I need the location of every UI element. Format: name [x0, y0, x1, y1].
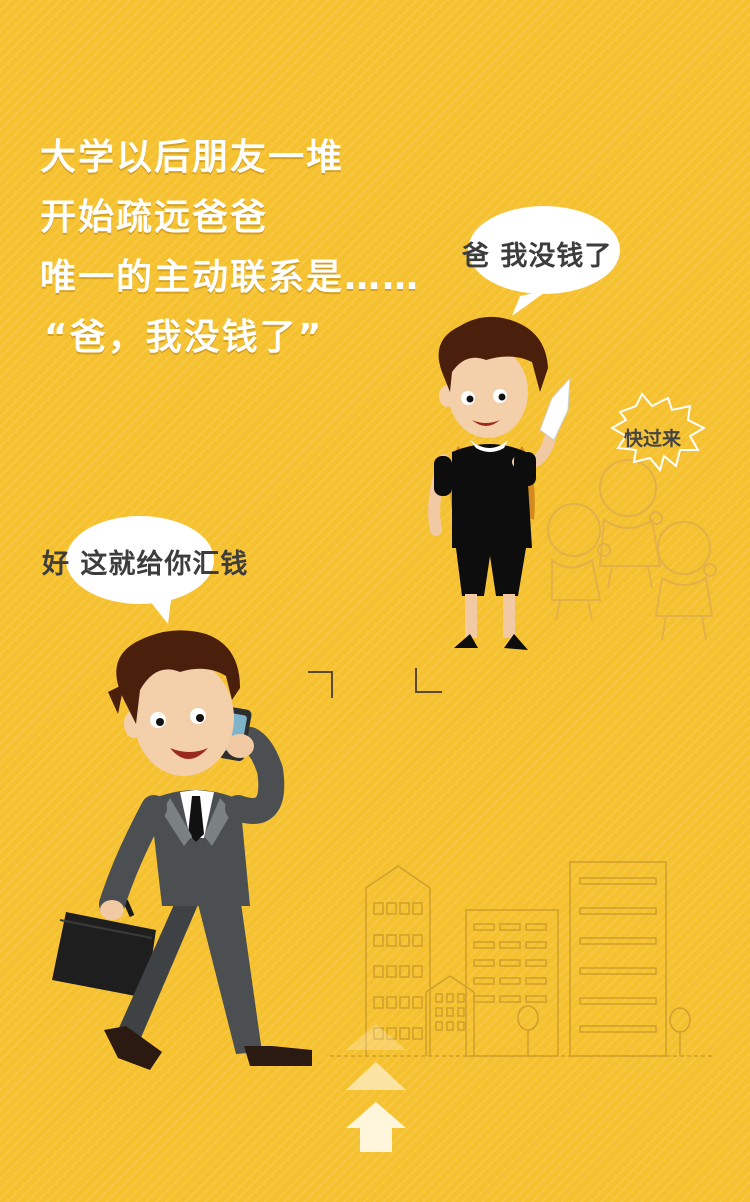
son-speech-text: 爸 我没钱了 — [462, 241, 613, 272]
father-speech-text: 好 这就给你汇钱 — [42, 549, 249, 580]
friends-spiky-bubble — [609, 392, 707, 473]
father-character — [52, 630, 312, 1070]
headline-line-2: 开始疏远爸爸 — [40, 197, 269, 238]
headline-line-3: 唯一的主动联系是…… — [40, 257, 421, 298]
frame-corner-marks — [308, 668, 442, 698]
scroll-up-arrow-icon[interactable] — [346, 1024, 406, 1152]
city-skyline — [330, 861, 712, 1057]
headline: 大学以后朋友一堆 开始疏远爸爸 唯一的主动联系是…… “爸，我没钱了” — [40, 128, 420, 368]
son-speech-bubble — [468, 206, 620, 316]
father-speech-bubble — [66, 516, 214, 624]
headline-line-1: 大学以后朋友一堆 — [40, 137, 345, 178]
friends-speech-text: 快过来 — [624, 428, 682, 450]
friends-outline-figures — [547, 459, 717, 641]
son-character — [428, 316, 571, 650]
headline-line-4: “爸，我没钱了” — [44, 317, 324, 358]
